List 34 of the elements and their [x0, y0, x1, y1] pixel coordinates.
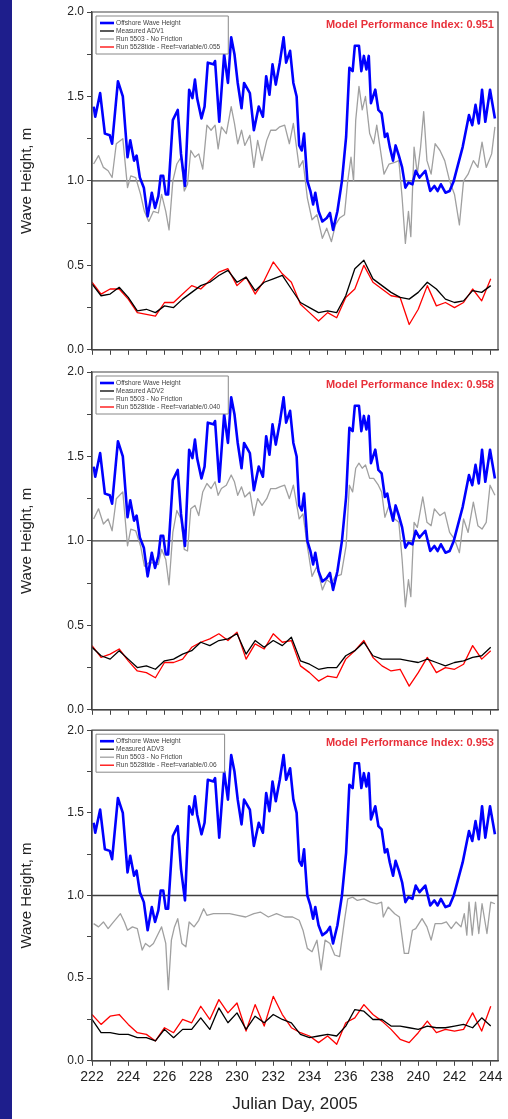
- x-tick-label: 236: [334, 1068, 358, 1085]
- annotation: Model Performance Index: 0.958: [325, 377, 494, 390]
- x-tick-label: 242: [442, 1068, 467, 1085]
- y-tick-label: 1.0: [67, 887, 85, 902]
- x-tick-label: 238: [370, 1068, 394, 1085]
- annotation: Model Performance Index: 0.951: [325, 17, 494, 30]
- x-tick-label: 244: [479, 1068, 503, 1085]
- y-tick-label: 0.5: [67, 617, 85, 632]
- x-tick-label: 224: [116, 1068, 141, 1085]
- x-tick-label: 228: [189, 1068, 213, 1085]
- x-tick-label: 226: [152, 1068, 177, 1085]
- x-tick-label: 230: [225, 1068, 249, 1085]
- y-tick-label: 2.0: [67, 4, 85, 19]
- y-axis-title: Wave Height, m: [17, 127, 35, 234]
- y-tick-label: 2.0: [67, 722, 85, 737]
- y-axis-title: Wave Height, m: [17, 487, 35, 594]
- y-tick-label: 0.5: [67, 970, 85, 985]
- y-tick-label: 1.0: [67, 173, 85, 188]
- y-tick-label: 1.0: [67, 533, 85, 548]
- x-tick-label: 232: [261, 1068, 286, 1085]
- y-tick-label: 0.0: [67, 702, 85, 717]
- annotation: Model Performance Index: 0.953: [325, 735, 494, 748]
- y-tick-label: 2.0: [67, 364, 85, 379]
- y-axis-title: Wave Height, m: [17, 842, 35, 949]
- y-tick-label: 1.5: [67, 805, 85, 820]
- y-tick-label: 0.0: [67, 342, 85, 357]
- x-tick-label: 222: [80, 1068, 104, 1085]
- y-tick-label: 0.0: [67, 1053, 85, 1068]
- y-tick-label: 1.5: [67, 448, 85, 463]
- x-tick-label: 234: [297, 1068, 322, 1085]
- x-axis-title: Julian Day, 2005: [232, 1094, 358, 1114]
- y-tick-label: 1.5: [67, 88, 85, 103]
- x-tick-label: 240: [406, 1068, 431, 1085]
- y-tick-label: 0.5: [67, 257, 85, 272]
